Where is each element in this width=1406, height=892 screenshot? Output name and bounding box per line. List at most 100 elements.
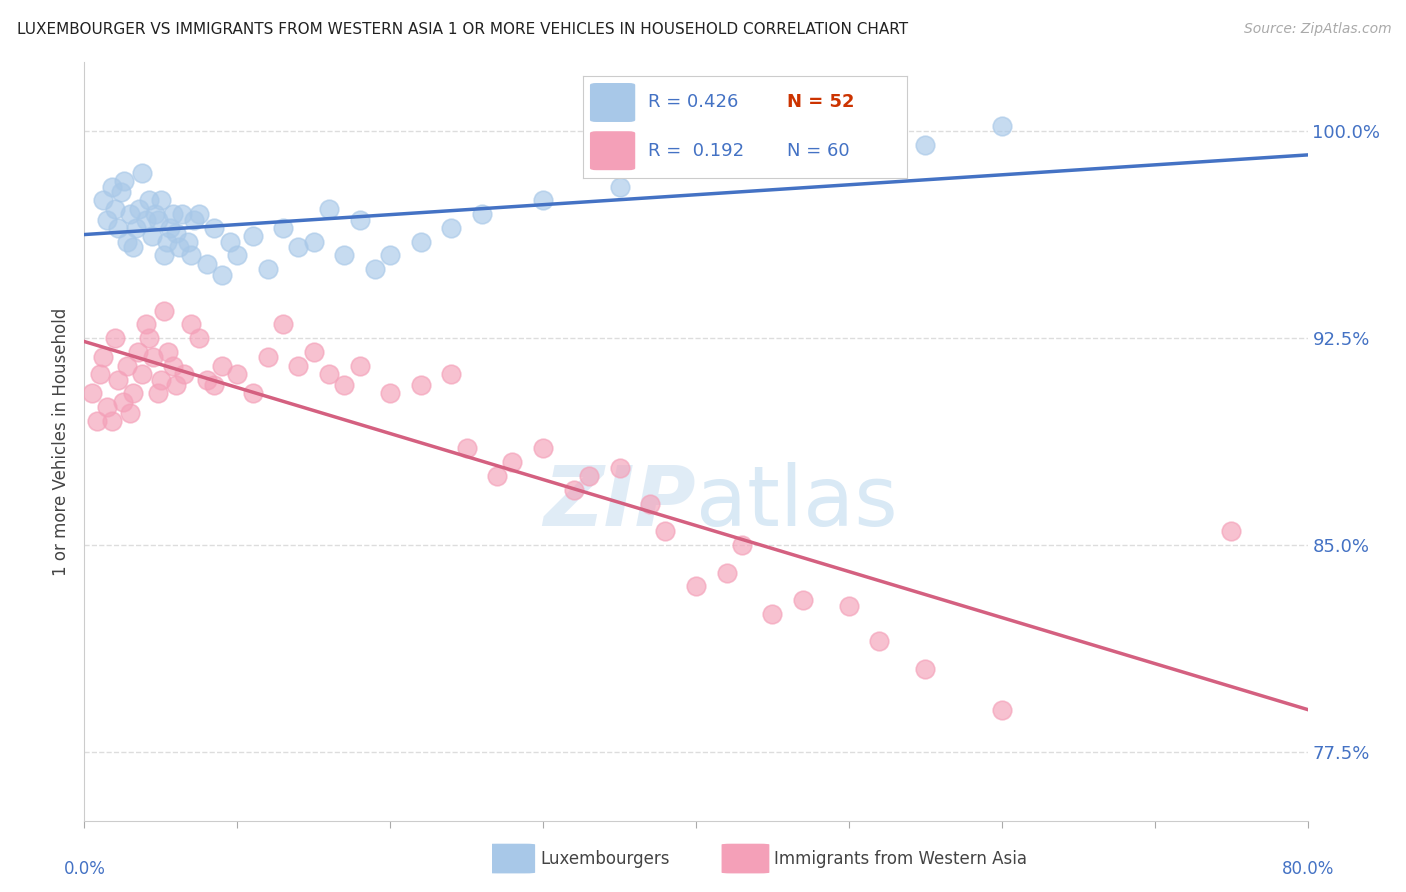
Text: 80.0%: 80.0%: [1281, 860, 1334, 878]
Point: [159, 220, 181, 235]
Text: N = 52: N = 52: [787, 94, 855, 112]
Point: [914, 138, 936, 153]
Point: [120, 406, 142, 420]
Point: [471, 207, 494, 221]
Point: [128, 202, 150, 216]
Text: Immigrants from Western Asia: Immigrants from Western Asia: [775, 849, 1028, 868]
FancyBboxPatch shape: [721, 844, 769, 873]
Point: [162, 207, 184, 221]
Point: [149, 194, 172, 208]
Point: [135, 318, 157, 332]
Point: [104, 331, 127, 345]
Point: [792, 593, 814, 607]
Point: [380, 386, 402, 401]
Point: [287, 240, 309, 254]
Point: [180, 248, 202, 262]
Point: [135, 212, 157, 227]
FancyBboxPatch shape: [591, 83, 636, 122]
Point: [131, 166, 153, 180]
Point: [115, 359, 138, 373]
Point: [142, 351, 165, 365]
Point: [242, 386, 264, 401]
Point: [226, 248, 249, 262]
Point: [685, 579, 707, 593]
Point: [146, 212, 169, 227]
Point: [143, 207, 166, 221]
Point: [486, 469, 509, 483]
Point: [380, 248, 402, 262]
Point: [86, 414, 108, 428]
Point: [96, 212, 118, 227]
Point: [188, 207, 211, 221]
Point: [172, 207, 194, 221]
Point: [162, 359, 184, 373]
Point: [195, 372, 218, 386]
Point: [107, 220, 129, 235]
Point: [101, 414, 124, 428]
Point: [125, 220, 148, 235]
Point: [195, 257, 218, 271]
Point: [111, 394, 134, 409]
Point: [120, 207, 142, 221]
Point: [149, 372, 172, 386]
Text: LUXEMBOURGER VS IMMIGRANTS FROM WESTERN ASIA 1 OR MORE VEHICLES IN HOUSEHOLD COR: LUXEMBOURGER VS IMMIGRANTS FROM WESTERN …: [17, 22, 908, 37]
FancyBboxPatch shape: [488, 844, 536, 873]
Point: [165, 378, 187, 392]
Point: [991, 703, 1014, 717]
Point: [502, 455, 524, 469]
Point: [257, 262, 280, 277]
Point: [271, 220, 294, 235]
Point: [131, 367, 153, 381]
Y-axis label: 1 or more Vehicles in Household: 1 or more Vehicles in Household: [52, 308, 70, 575]
Text: Source: ZipAtlas.com: Source: ZipAtlas.com: [1244, 22, 1392, 37]
Point: [153, 248, 176, 262]
Point: [165, 227, 187, 241]
Point: [349, 359, 371, 373]
Point: [531, 194, 554, 208]
Point: [202, 220, 225, 235]
Point: [333, 378, 356, 392]
Point: [112, 174, 135, 188]
Point: [226, 367, 249, 381]
Point: [141, 229, 163, 244]
Point: [761, 607, 783, 621]
Point: [127, 345, 149, 359]
Point: [991, 119, 1014, 133]
Point: [173, 367, 195, 381]
FancyBboxPatch shape: [591, 131, 636, 170]
Point: [638, 497, 661, 511]
Point: [89, 367, 111, 381]
Point: [96, 400, 118, 414]
Point: [80, 386, 103, 401]
Point: [731, 538, 754, 552]
Point: [183, 212, 205, 227]
Point: [716, 566, 738, 580]
Point: [531, 442, 554, 456]
Point: [242, 229, 264, 244]
Point: [177, 235, 200, 249]
Point: [101, 179, 124, 194]
Point: [302, 345, 325, 359]
Point: [364, 262, 387, 277]
Point: [318, 202, 340, 216]
Point: [167, 240, 190, 254]
Point: [115, 235, 138, 249]
Point: [91, 194, 114, 208]
Text: ZIP: ZIP: [543, 462, 696, 542]
Point: [104, 202, 127, 216]
Point: [409, 378, 432, 392]
Point: [869, 634, 891, 648]
Point: [157, 345, 180, 359]
Text: N = 60: N = 60: [787, 142, 849, 160]
Point: [271, 318, 294, 332]
Point: [153, 303, 176, 318]
Text: 0.0%: 0.0%: [63, 860, 105, 878]
Text: R = 0.426: R = 0.426: [648, 94, 738, 112]
Point: [302, 235, 325, 249]
Point: [654, 524, 676, 538]
Point: [609, 460, 631, 475]
Point: [562, 483, 585, 497]
Point: [122, 386, 145, 401]
Point: [578, 469, 600, 483]
Point: [914, 662, 936, 676]
